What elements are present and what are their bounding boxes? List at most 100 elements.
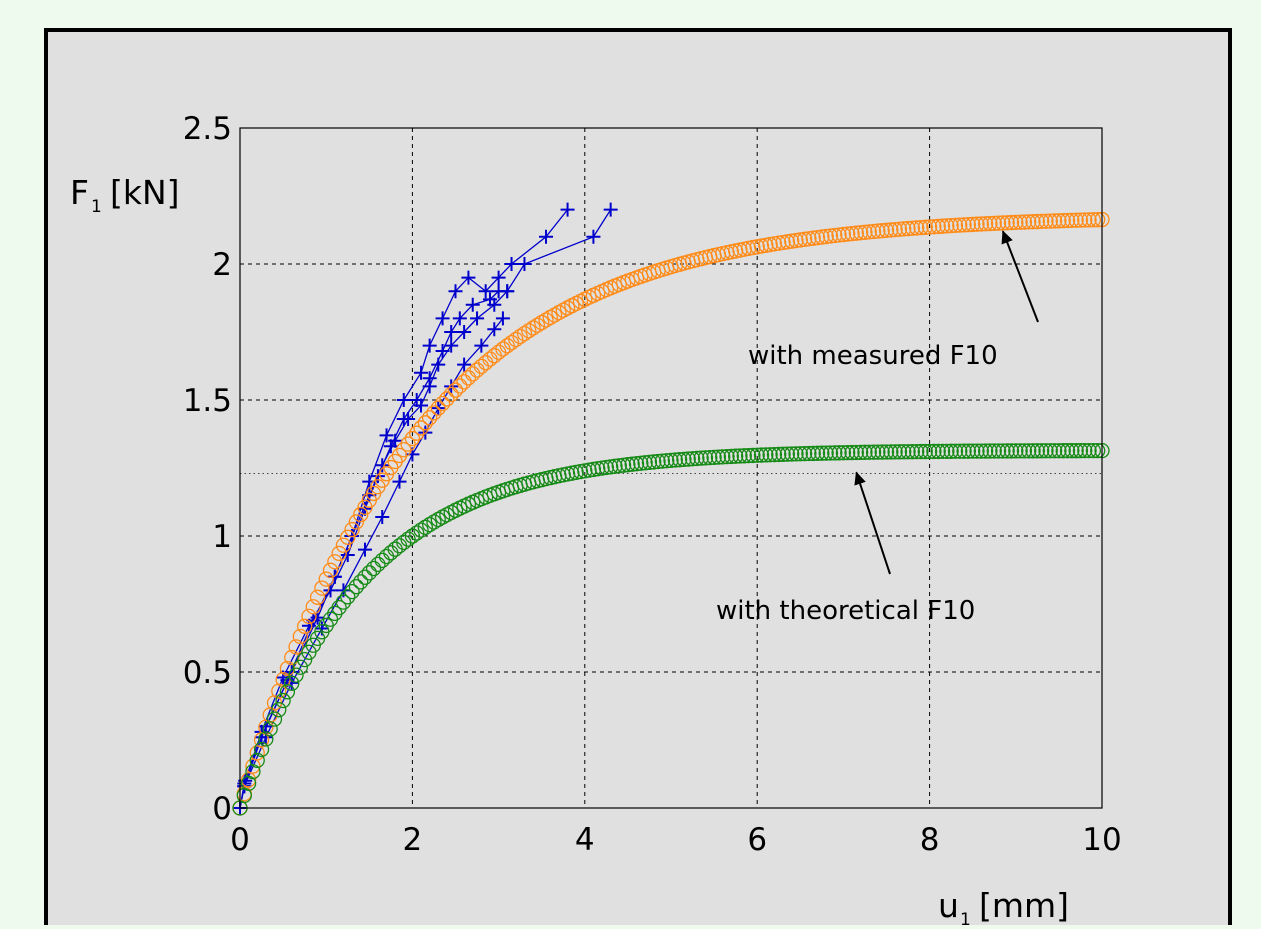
data-point — [1025, 443, 1041, 459]
data-point — [831, 227, 847, 243]
data-point — [401, 412, 416, 427]
data-point — [947, 443, 964, 459]
data-point — [585, 461, 602, 478]
data-point — [1068, 443, 1084, 459]
data-point — [904, 220, 921, 236]
data-point — [431, 357, 446, 372]
data-point — [870, 444, 886, 460]
data-point — [1003, 214, 1020, 231]
data-point — [340, 529, 356, 545]
data-point — [414, 365, 429, 380]
data-point — [452, 311, 467, 326]
data-point — [288, 667, 304, 683]
data-point — [952, 443, 968, 459]
data-point — [809, 229, 826, 246]
data-point — [995, 443, 1011, 459]
data-point — [624, 456, 640, 472]
y-axis-label-subscript: 1 — [91, 197, 102, 217]
data-point — [1021, 214, 1037, 230]
data-point — [628, 456, 645, 472]
y-tick-label: 2 — [212, 247, 232, 283]
data-point — [525, 320, 541, 336]
data-point — [930, 218, 946, 235]
series-layer — [232, 202, 1110, 816]
data-point — [1077, 442, 1093, 459]
data-point — [909, 220, 925, 236]
x-axis-label-subscript: 1 — [960, 910, 971, 929]
data-point — [404, 528, 421, 544]
data-point — [414, 398, 429, 413]
data-point — [512, 328, 528, 345]
data-point — [434, 395, 451, 412]
data-point — [637, 455, 653, 471]
data-point — [422, 379, 437, 394]
data-point — [292, 628, 308, 645]
data-point — [534, 314, 550, 331]
data-point — [1085, 442, 1102, 459]
data-point — [1064, 443, 1080, 459]
data-point — [392, 474, 407, 489]
data-point — [284, 649, 300, 666]
data-point — [771, 235, 787, 251]
data-point — [430, 511, 446, 528]
data-point — [909, 443, 925, 460]
data-point — [603, 202, 618, 217]
data-point — [736, 448, 752, 464]
data-point — [999, 215, 1015, 231]
data-point — [538, 312, 554, 328]
data-point — [659, 453, 675, 469]
data-point — [788, 232, 804, 249]
data-point — [439, 391, 455, 407]
data-point — [598, 459, 614, 476]
data-point — [702, 449, 718, 466]
data-point — [305, 599, 321, 615]
data-point — [396, 442, 412, 458]
data-point — [715, 449, 731, 465]
data-point — [1012, 443, 1028, 459]
data-point — [262, 721, 278, 737]
data-point — [801, 231, 817, 247]
data-point — [654, 453, 671, 469]
data-point — [1029, 213, 1045, 230]
data-point — [1038, 213, 1054, 229]
data-point — [1042, 213, 1058, 229]
annotation-measured-f10: with measured F10 — [748, 341, 998, 371]
data-point — [301, 608, 317, 625]
data-point — [865, 444, 882, 460]
data-point — [874, 223, 890, 239]
data-point — [706, 449, 722, 466]
data-point — [848, 444, 864, 461]
data-point — [788, 446, 804, 462]
data-point — [1077, 212, 1093, 228]
data-point — [516, 325, 533, 342]
data-point — [344, 521, 360, 538]
axes-box — [239, 127, 1103, 809]
data-point — [1008, 214, 1024, 231]
data-point — [396, 393, 411, 407]
data-point — [491, 270, 506, 285]
data-point — [620, 457, 636, 473]
data-point — [1042, 443, 1058, 459]
data-point — [430, 400, 446, 416]
data-point — [456, 374, 472, 390]
data-point — [779, 234, 796, 250]
data-point — [865, 223, 882, 240]
data-point — [271, 702, 287, 718]
data-point — [495, 311, 510, 326]
data-point — [444, 338, 459, 353]
data-point — [633, 455, 649, 471]
data-point — [710, 449, 727, 465]
data-point — [930, 443, 946, 460]
x-tick-label: 2 — [403, 822, 423, 858]
data-point — [697, 450, 714, 466]
data-point — [266, 711, 283, 727]
data-point — [921, 443, 938, 460]
data-point — [990, 215, 1007, 231]
data-point — [448, 284, 463, 299]
data-point — [388, 433, 403, 448]
data-point — [253, 741, 270, 758]
data-point — [784, 446, 800, 462]
data-point — [551, 304, 567, 321]
data-point — [1012, 214, 1028, 230]
data-point — [835, 226, 852, 243]
